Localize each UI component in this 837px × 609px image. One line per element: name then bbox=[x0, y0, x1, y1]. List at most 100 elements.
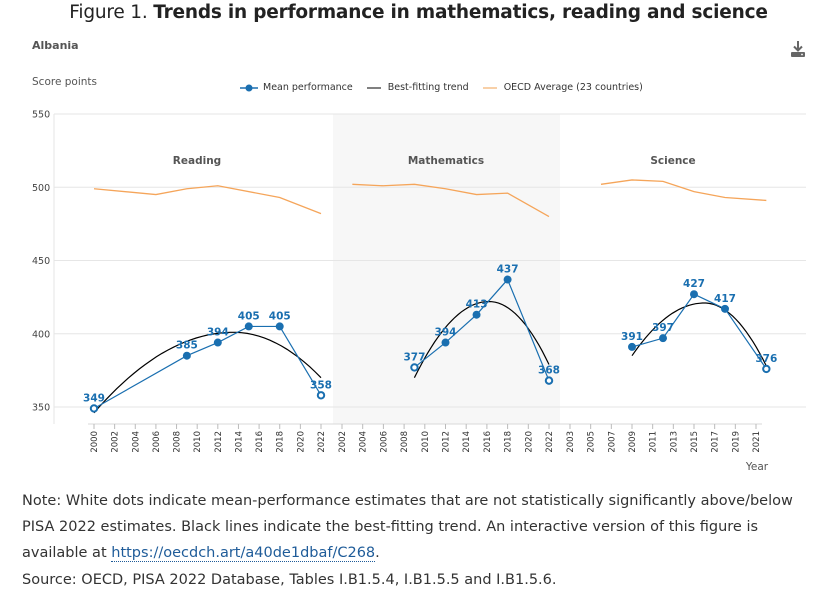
x-tick-label: 2010 bbox=[193, 431, 203, 453]
download-button[interactable] bbox=[789, 40, 807, 58]
oecd-average-line bbox=[600, 179, 767, 202]
mean-point bbox=[659, 334, 667, 343]
x-tick-label: 2004 bbox=[131, 431, 141, 453]
legend-item-trend[interactable]: Best-fitting trend bbox=[365, 82, 469, 93]
figure-title-bold: Trends in performance in mathematics, re… bbox=[153, 2, 768, 23]
figure-title: Figure 1. Trends in performance in mathe… bbox=[0, 2, 837, 23]
chart-area: 350 400 450 500 550 Reading 2000 2002 2004 2006 20… bbox=[32, 110, 806, 473]
data-label: 394 bbox=[435, 327, 457, 339]
download-icon bbox=[791, 41, 805, 57]
data-label: 391 bbox=[621, 331, 643, 343]
data-label: 358 bbox=[310, 379, 332, 391]
legend-mean-swatch bbox=[240, 84, 258, 91]
legend-trend-label: Best-fitting trend bbox=[387, 82, 469, 93]
x-tick-label: 2022 bbox=[317, 431, 327, 453]
legend-trend-swatch bbox=[366, 86, 381, 89]
data-label: 368 bbox=[538, 365, 560, 377]
best-fitting-trend-line bbox=[631, 302, 767, 367]
x-tick-label: 2016 bbox=[255, 431, 265, 453]
data-label: 349 bbox=[83, 392, 105, 404]
x-tick-label: 2014 bbox=[234, 431, 244, 453]
panel-title: Science bbox=[650, 155, 695, 167]
data-label: 385 bbox=[176, 340, 198, 352]
mean-point bbox=[721, 304, 729, 313]
mean-point-not-significant bbox=[762, 364, 771, 374]
y-tick-label: 400 bbox=[32, 329, 50, 340]
panel-science: Science 2003 2005 2007 2009 2011 2013 2015 2017 2… bbox=[566, 155, 777, 453]
x-tick-label: 2012 bbox=[442, 431, 452, 453]
y-axis-label: Score points bbox=[32, 76, 97, 88]
x-tick-label: 2022 bbox=[545, 431, 555, 453]
mean-performance-line bbox=[93, 325, 322, 409]
legend-item-mean[interactable]: Mean performance bbox=[240, 82, 353, 93]
mean-point bbox=[441, 338, 450, 347]
x-tick-label: 2015 bbox=[690, 431, 700, 453]
x-tick-label: 2020 bbox=[296, 431, 306, 453]
mean-point-not-significant bbox=[544, 376, 554, 385]
mean-point bbox=[503, 275, 512, 284]
panel-band-mathematics bbox=[333, 114, 560, 424]
x-tick-label: 2002 bbox=[111, 431, 121, 453]
y-tick-label: 500 bbox=[32, 183, 50, 194]
legend-oecd-swatch bbox=[482, 86, 497, 89]
x-tick-label: 2008 bbox=[400, 431, 410, 453]
note-suffix: . bbox=[375, 545, 380, 561]
mean-point-not-significant bbox=[316, 391, 326, 400]
mean-point-not-significant bbox=[410, 363, 419, 372]
mean-point bbox=[275, 322, 284, 331]
mean-point bbox=[213, 338, 222, 347]
x-tick-label: 2004 bbox=[359, 431, 369, 453]
x-tick-label: 2014 bbox=[462, 431, 472, 453]
legend: Mean performance Best-fitting trend OECD… bbox=[240, 82, 655, 93]
x-tick-label: 2003 bbox=[566, 431, 576, 453]
note: Note: White dots indicate mean-performan… bbox=[22, 488, 822, 566]
mean-point bbox=[472, 310, 481, 319]
x-tick-label: 2013 bbox=[669, 431, 679, 453]
note-text: Note: White dots indicate mean-performan… bbox=[22, 493, 793, 561]
x-tick-label: 2009 bbox=[628, 431, 638, 453]
x-tick-label: 2018 bbox=[504, 431, 514, 453]
data-label: 376 bbox=[755, 353, 777, 365]
x-tick-label: 2007 bbox=[607, 431, 617, 453]
x-axis-label: Year bbox=[745, 461, 769, 473]
x-tick-label: 2019 bbox=[731, 431, 741, 453]
oecd-average-line bbox=[93, 185, 322, 215]
x-tick-label: 2020 bbox=[524, 431, 534, 453]
oecd-average-line bbox=[352, 183, 550, 218]
panel-title: Mathematics bbox=[408, 155, 484, 167]
y-tick-label: 450 bbox=[32, 256, 50, 267]
x-tick-label: 2008 bbox=[173, 431, 183, 453]
data-label: 394 bbox=[207, 327, 229, 339]
data-label: 397 bbox=[652, 322, 674, 334]
country-label: Albania bbox=[32, 39, 79, 52]
mean-point bbox=[182, 351, 191, 360]
x-tick-label: 2006 bbox=[379, 431, 389, 453]
panel-title: Reading bbox=[173, 155, 221, 167]
x-tick-label: 2011 bbox=[649, 431, 659, 453]
x-tick-label: 2000 bbox=[90, 431, 100, 453]
x-tick-label: 2012 bbox=[214, 431, 224, 453]
interactive-figure-link[interactable]: https://oecdch.art/a40de1dbaf/C268 bbox=[111, 545, 376, 562]
data-label: 413 bbox=[466, 299, 488, 311]
data-label: 417 bbox=[714, 293, 736, 305]
y-tick-label: 350 bbox=[32, 403, 50, 414]
x-tick-label: 2017 bbox=[711, 431, 721, 453]
data-label: 405 bbox=[238, 310, 260, 322]
mean-point-not-significant bbox=[89, 404, 99, 413]
data-label: 377 bbox=[403, 351, 425, 363]
legend-mean-label: Mean performance bbox=[263, 82, 353, 93]
data-label: 405 bbox=[269, 310, 291, 322]
mean-point bbox=[690, 290, 698, 299]
data-label: 437 bbox=[497, 264, 519, 276]
legend-item-oecd[interactable]: OECD Average (23 countries) bbox=[481, 82, 643, 93]
x-tick-label: 2002 bbox=[338, 431, 348, 453]
y-tick-label: 550 bbox=[32, 110, 50, 121]
best-fitting-trend-line bbox=[93, 331, 322, 414]
figure-title-prefix: Figure 1. bbox=[69, 2, 154, 23]
mean-point bbox=[628, 342, 636, 351]
data-label: 427 bbox=[683, 278, 705, 290]
legend-oecd-label: OECD Average (23 countries) bbox=[503, 82, 643, 93]
panel-reading: Reading 2000 2002 2004 2006 2008 2010 2012 2014 2… bbox=[83, 155, 332, 453]
x-tick-label: 2018 bbox=[276, 431, 286, 453]
x-tick-label: 2016 bbox=[483, 431, 493, 453]
